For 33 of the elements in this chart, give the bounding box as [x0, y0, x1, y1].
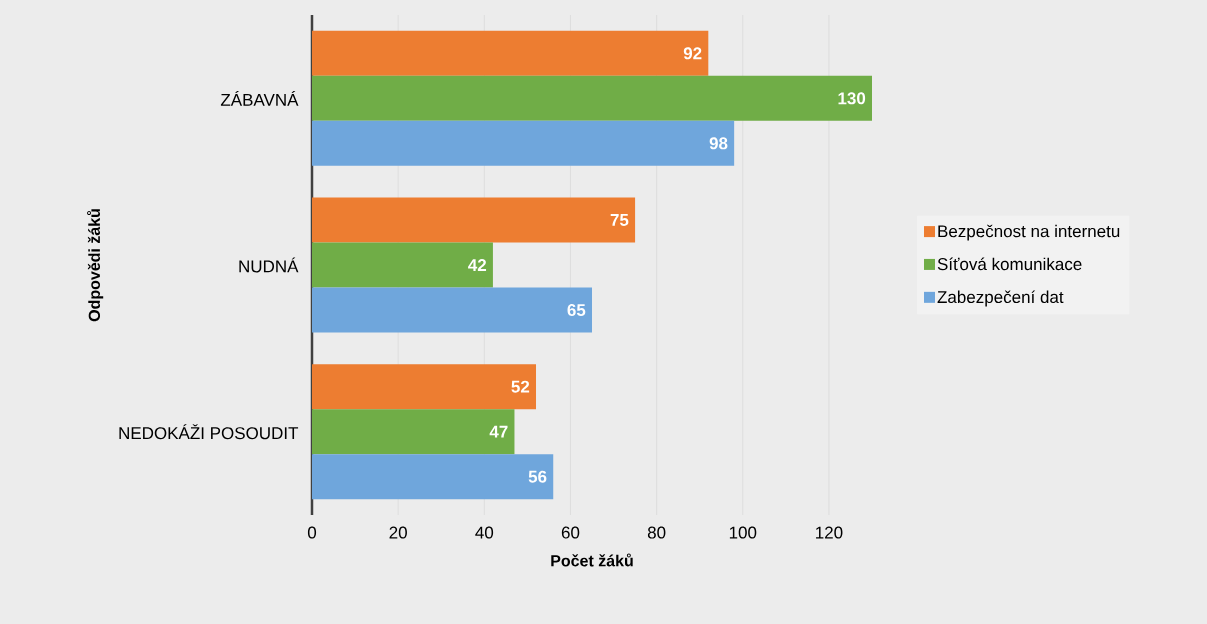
legend-label: Síťová komunikace — [937, 257, 1082, 271]
x-tick-label: 120 — [816, 526, 843, 539]
x-tick-label: 40 — [475, 526, 494, 539]
bar — [312, 75, 873, 121]
bar — [312, 197, 636, 243]
data-label: 92 — [683, 47, 702, 60]
x-tick-label: 60 — [561, 526, 580, 539]
y-axis-title: Odpovědi žáků — [87, 209, 104, 322]
y-tick-label: NUDNÁ — [239, 257, 299, 273]
y-tick-label: ZÁBAVNÁ — [220, 90, 299, 106]
legend-label: Bezpečnost na internetu — [938, 224, 1120, 241]
bar — [312, 242, 493, 288]
data-label: 47 — [489, 425, 508, 438]
x-tick-label: 20 — [389, 526, 407, 539]
bar — [312, 287, 592, 333]
x-tick-label: 0 — [307, 526, 317, 539]
bar — [312, 120, 735, 166]
data-label: 130 — [838, 92, 866, 105]
data-label: 42 — [468, 259, 487, 271]
data-label: 98 — [709, 137, 728, 150]
x-tick-label: 100 — [729, 526, 757, 539]
legend-label: Zabezpečení dat — [937, 290, 1064, 307]
x-axis-title: Počet žáků — [551, 553, 633, 567]
x-tick-label: 80 — [647, 526, 666, 539]
bar — [312, 454, 554, 500]
data-label: 52 — [511, 380, 530, 393]
bar — [312, 364, 536, 410]
bar — [312, 409, 515, 455]
bar — [312, 30, 709, 76]
y-tick-label: NEDOKÁŽI POSOUDIT — [119, 424, 299, 440]
data-label: 65 — [567, 303, 586, 317]
data-label: 56 — [528, 470, 547, 483]
data-label: 75 — [610, 214, 629, 226]
